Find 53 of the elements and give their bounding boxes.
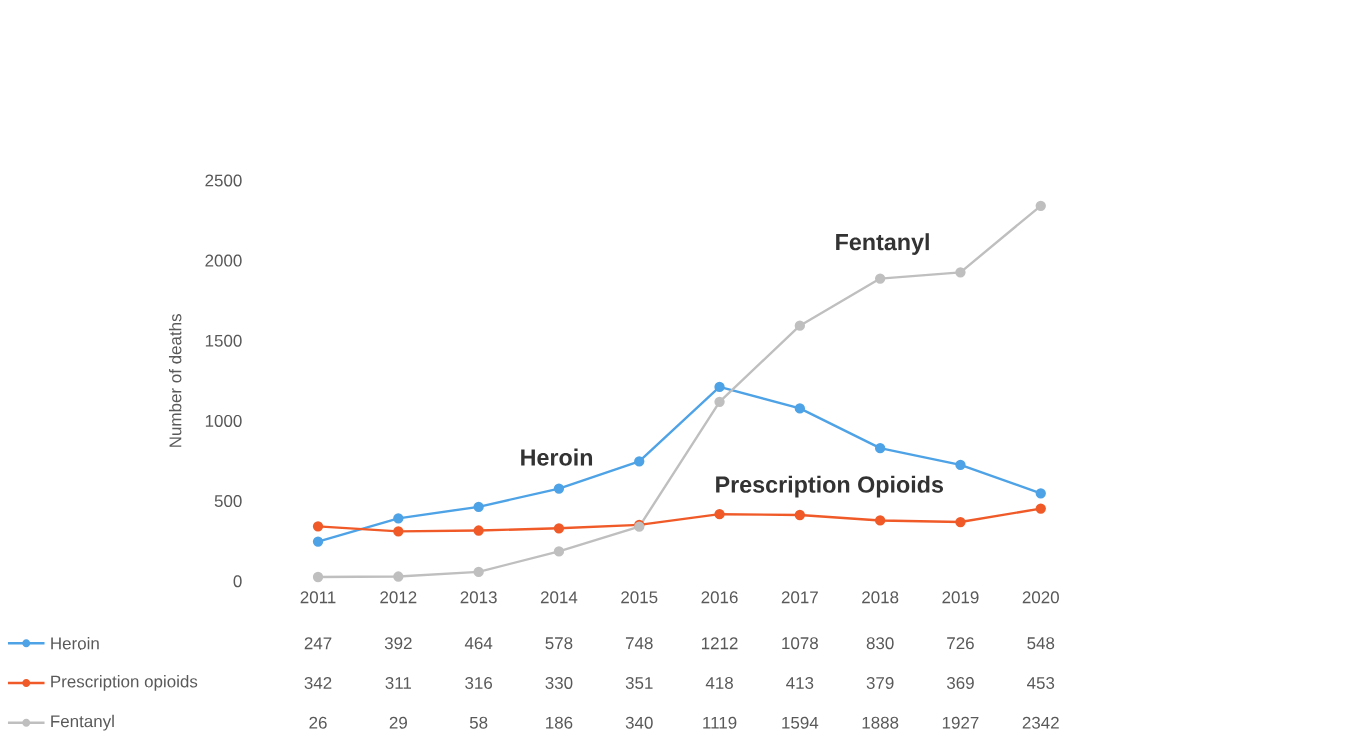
data-label: 2342 [1022,716,1059,729]
data-label: 1888 [862,716,899,729]
data-label: 340 [625,716,653,729]
data-label: 418 [705,676,733,689]
data-label: 186 [546,716,573,729]
x-tick-label: 2012 [380,591,417,604]
y-tick-label: 1500 [205,334,242,347]
annotation: Prescription Opioids [716,475,943,498]
data-label: 330 [545,676,573,689]
data-label: 316 [465,676,493,689]
x-tick-label: 2018 [862,591,899,604]
x-tick-label: 2014 [540,591,578,604]
annotation: Fentanyl [836,233,929,255]
x-tick-label: 2017 [781,591,818,604]
x-tick-label: 2019 [942,591,979,604]
data-label: 464 [464,637,493,650]
data-label: 830 [866,637,894,650]
data-label: 351 [625,676,653,689]
y-tick-label: 2500 [205,174,242,187]
data-label: 413 [786,676,814,689]
x-tick-label: 2015 [621,591,658,604]
data-label: 453 [1027,676,1055,689]
data-label: 379 [866,676,894,689]
legend-label: Heroin [51,636,99,650]
data-label: 578 [545,637,573,650]
data-label: 311 [385,676,412,689]
data-label: 1119 [703,716,737,729]
data-label: 26 [309,716,327,729]
data-label: 548 [1027,637,1055,650]
data-label: 29 [389,716,407,729]
legend-label: Fentanyl [51,714,114,731]
data-label: 726 [947,637,974,650]
x-tick-label: 2020 [1022,591,1059,604]
y-tick-label: 500 [214,494,242,507]
data-label: 1927 [942,716,979,729]
x-tick-label: 2011 [300,591,336,604]
legend-label: Prescription opioids [51,674,198,691]
data-label: 247 [304,637,332,649]
y-tick-label: 2000 [205,254,242,267]
x-tick-label: 2016 [701,591,738,604]
data-label: 369 [946,676,974,689]
data-label: 1594 [782,716,819,729]
data-label: 342 [304,676,332,689]
data-label: 748 [625,637,653,650]
y-axis-title: Number of deaths [168,313,182,447]
data-label: 58 [469,716,488,729]
y-tick-label: 1000 [205,414,242,427]
annotation: Heroin [521,448,593,466]
data-label: 392 [384,637,412,650]
x-tick-label: 2013 [460,591,497,604]
data-label: 1212 [701,637,738,649]
y-tick-label: 0 [233,574,242,587]
data-label: 1078 [782,637,818,650]
